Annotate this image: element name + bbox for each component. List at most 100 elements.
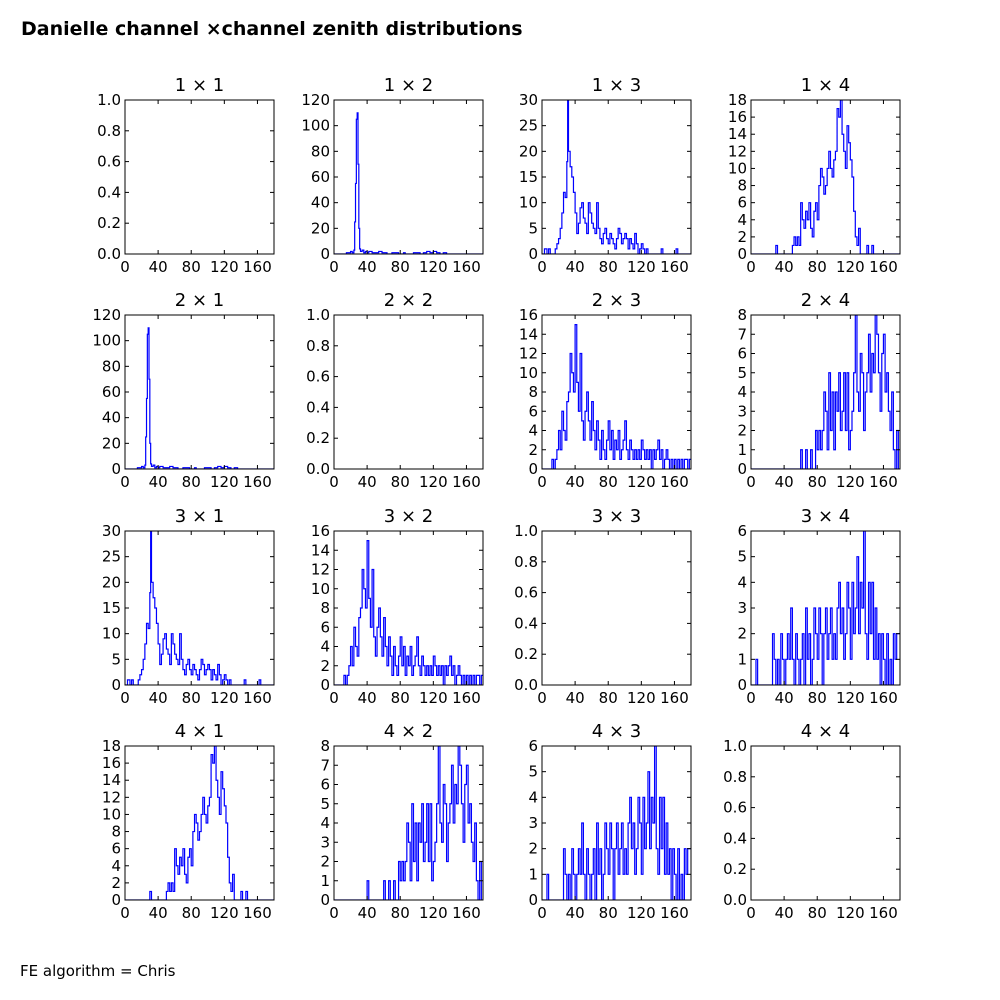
y-tick-label: 60 <box>311 168 330 186</box>
histogram-line <box>125 327 274 469</box>
y-tick-label: 20 <box>102 573 121 591</box>
x-tick-label: 80 <box>391 689 410 707</box>
subplot-4x3: 0 40 80 120 160 0 1 2 3 4 5 6 4 × 3 <box>528 721 692 922</box>
y-tick-label: 0 <box>528 891 538 909</box>
subplot-title: 1 × 4 <box>801 75 850 96</box>
axes-frame <box>750 99 901 255</box>
x-tick-label: 160 <box>660 473 689 491</box>
x-tick-label: 120 <box>627 689 656 707</box>
x-tick-label: 80 <box>599 689 618 707</box>
y-tick-label: 40 <box>311 194 330 212</box>
histogram-line <box>334 112 483 254</box>
x-tick-label: 40 <box>775 473 794 491</box>
y-tick-label: 6 <box>320 776 330 794</box>
y-tick-label: 0.2 <box>97 214 121 232</box>
y-tick-label: 5 <box>528 763 538 781</box>
y-tick-label: 0 <box>320 891 330 909</box>
y-tick-label: 12 <box>728 142 747 160</box>
y-tick-label: 14 <box>311 541 330 559</box>
subplot-title: 3 × 4 <box>801 506 850 527</box>
subplot-title: 1 × 2 <box>384 75 433 96</box>
x-tick-label: 120 <box>836 904 865 922</box>
y-tick-label: 8 <box>320 737 330 755</box>
histogram-line <box>542 324 691 469</box>
axes-frame <box>124 745 275 901</box>
y-tick-label: 2 <box>111 874 121 892</box>
x-tick-label: 0 <box>746 689 756 707</box>
x-tick-label: 0 <box>537 473 547 491</box>
y-tick-label: 5 <box>111 650 121 668</box>
y-tick-label: 10 <box>519 194 538 212</box>
x-tick-label: 120 <box>836 473 865 491</box>
subplot-3x1: 0 40 80 120 160 0 5 10 15 20 25 30 3 × 1 <box>102 506 275 707</box>
y-tick-label: 4 <box>737 211 747 229</box>
subplot-title: 4 × 3 <box>592 721 641 742</box>
y-tick-label: 10 <box>102 805 121 823</box>
x-tick-label: 80 <box>391 473 410 491</box>
x-tick-label: 40 <box>566 904 585 922</box>
y-tick-label: 1.0 <box>514 522 538 540</box>
x-tick-label: 40 <box>566 689 585 707</box>
x-tick-label: 40 <box>566 473 585 491</box>
x-tick-label: 0 <box>329 473 339 491</box>
y-tick-label: 8 <box>528 383 538 401</box>
y-tick-label: 0.8 <box>97 122 121 140</box>
x-tick-label: 40 <box>149 258 168 276</box>
y-tick-label: 0.6 <box>306 368 330 386</box>
x-tick-label: 80 <box>808 258 827 276</box>
y-tick-label: 0.2 <box>514 645 538 663</box>
y-tick-label: 1.0 <box>306 306 330 324</box>
y-tick-label: 60 <box>102 383 121 401</box>
y-tick-label: 5 <box>737 364 747 382</box>
histogram-line <box>751 531 900 685</box>
y-tick-label: 25 <box>519 117 538 135</box>
y-tick-label: 0 <box>320 676 330 694</box>
y-tick-label: 120 <box>301 91 330 109</box>
subplot-title: 3 × 3 <box>592 506 641 527</box>
y-tick-label: 2 <box>320 853 330 871</box>
y-tick-label: 80 <box>311 142 330 160</box>
y-tick-label: 6 <box>737 522 747 540</box>
y-tick-label: 16 <box>519 306 538 324</box>
y-tick-label: 7 <box>737 325 747 343</box>
x-tick-label: 40 <box>358 904 377 922</box>
y-tick-label: 0 <box>737 676 747 694</box>
axes-frame <box>333 314 484 470</box>
x-tick-label: 120 <box>210 473 239 491</box>
y-tick-label: 100 <box>301 117 330 135</box>
x-tick-label: 0 <box>329 904 339 922</box>
x-tick-label: 160 <box>869 689 898 707</box>
y-tick-label: 10 <box>102 625 121 643</box>
x-tick-label: 80 <box>391 904 410 922</box>
y-tick-label: 0 <box>737 460 747 478</box>
x-tick-label: 0 <box>746 473 756 491</box>
y-tick-label: 30 <box>102 522 121 540</box>
y-tick-label: 0.0 <box>723 891 747 909</box>
x-tick-label: 120 <box>210 904 239 922</box>
x-tick-label: 0 <box>329 689 339 707</box>
y-tick-label: 14 <box>728 125 747 143</box>
subplot-title: 4 × 4 <box>801 721 850 742</box>
x-tick-label: 0 <box>329 258 339 276</box>
y-tick-label: 2 <box>737 228 747 246</box>
x-tick-label: 120 <box>419 689 448 707</box>
y-tick-label: 2 <box>737 625 747 643</box>
x-tick-label: 0 <box>746 258 756 276</box>
y-tick-label: 0.0 <box>514 676 538 694</box>
x-tick-label: 40 <box>149 689 168 707</box>
subplot-title: 2 × 2 <box>384 290 433 311</box>
y-tick-label: 0.0 <box>97 245 121 263</box>
axes-frame <box>124 530 275 686</box>
histogram-line <box>751 100 900 254</box>
y-tick-label: 0.4 <box>514 614 538 632</box>
x-tick-label: 160 <box>869 904 898 922</box>
x-tick-label: 80 <box>808 689 827 707</box>
y-tick-label: 14 <box>102 771 121 789</box>
x-tick-label: 0 <box>120 904 130 922</box>
subplot-3x4: 0 40 80 120 160 0 1 2 3 4 5 6 3 × 4 <box>737 506 901 707</box>
x-tick-label: 120 <box>627 473 656 491</box>
x-tick-label: 40 <box>358 473 377 491</box>
y-tick-label: 40 <box>102 409 121 427</box>
